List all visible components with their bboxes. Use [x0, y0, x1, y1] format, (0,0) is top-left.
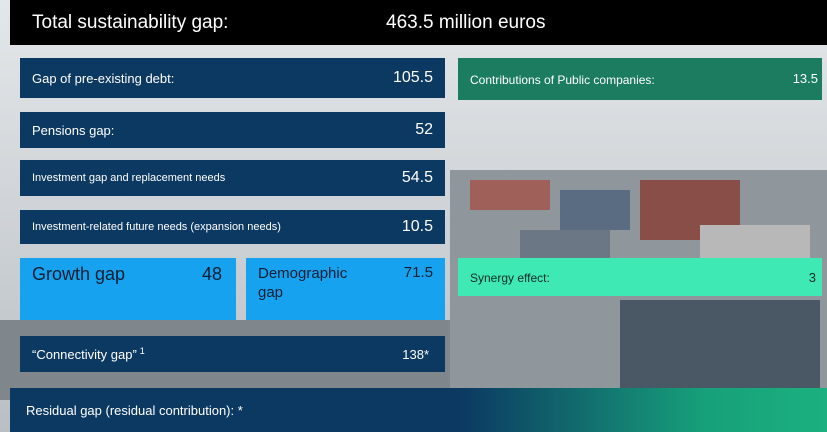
value: 3	[809, 270, 816, 285]
demographic-box: Demographic gap 71.5	[246, 258, 445, 320]
connectivity-box: “Connectivity gap”1 138*	[20, 336, 445, 372]
label: Demographic gap	[258, 264, 368, 302]
debt-box: Gap of pre-existing debt: 105.5	[20, 58, 445, 98]
value: 48	[202, 264, 222, 285]
value: 138*	[402, 347, 429, 362]
label: Synergy effect:	[470, 271, 550, 285]
value: 71.5	[404, 264, 433, 281]
label: Pensions gap:	[32, 123, 114, 138]
label: Residual gap (residual contribution): *	[26, 403, 243, 418]
value: 52	[415, 121, 433, 139]
label: Growth gap	[32, 264, 125, 285]
residual-box: Residual gap (residual contribution): *	[10, 388, 450, 432]
value: 105.5	[393, 69, 433, 87]
pensions-box: Pensions gap: 52	[20, 112, 445, 148]
synergy-box: Synergy effect: 3	[458, 258, 822, 296]
public-box: Contributions of Public companies: 13.5	[458, 58, 822, 100]
footnote: 1	[140, 346, 145, 356]
label: Gap of pre-existing debt:	[32, 71, 174, 86]
expansion-box: Investment-related future needs (expansi…	[20, 210, 445, 244]
header-total: 463.5 million euros	[386, 12, 545, 34]
investment-box: Investment gap and replacement needs 54.…	[20, 160, 445, 196]
label: Investment-related future needs (expansi…	[32, 221, 281, 233]
value: 13.5	[793, 71, 818, 86]
label: “Connectivity gap”	[32, 347, 137, 362]
label: Investment gap and replacement needs	[32, 172, 225, 184]
page: {"header": {"title": "Total sustainabili…	[0, 0, 827, 432]
value: 54.5	[402, 169, 433, 187]
header-title: Total sustainability gap:	[32, 12, 228, 34]
value: 10.5	[402, 218, 433, 236]
header-bar: Total sustainability gap: 463.5 million …	[10, 0, 827, 45]
label: Contributions of Public companies:	[470, 73, 655, 87]
growth-box: Growth gap 48	[20, 258, 236, 320]
